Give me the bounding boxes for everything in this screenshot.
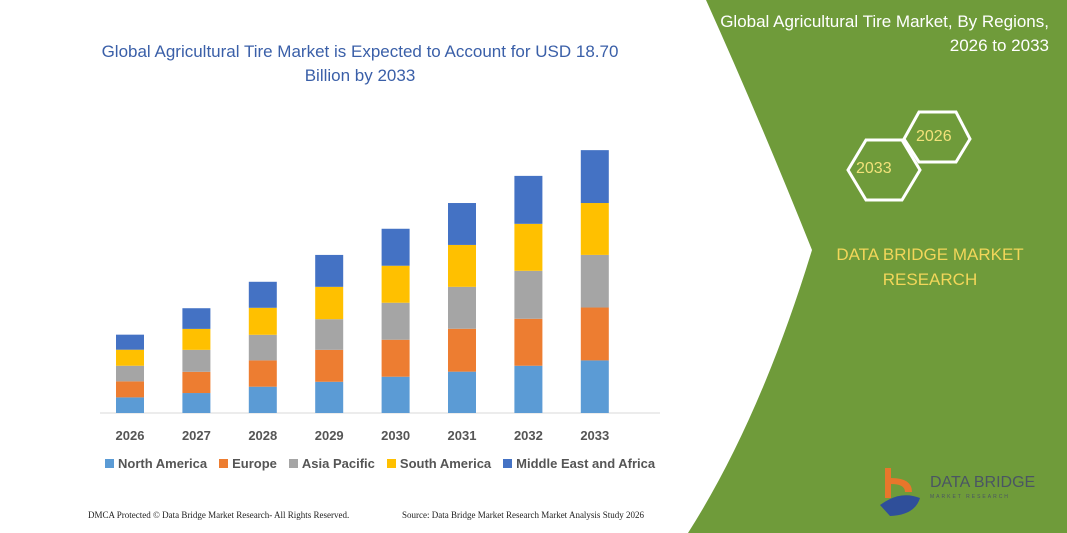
bar-segment-south-america-2028 [248, 307, 277, 335]
bar-segment-middle-east-and-africa-2031 [448, 203, 476, 245]
x-tick-label: 2032 [514, 428, 543, 443]
brand-text: DATA BRIDGE MARKET RESEARCH [836, 245, 1024, 289]
bar-segment-middle-east-and-africa-2028 [248, 281, 277, 308]
legend-item: Europe [219, 456, 277, 471]
bar-segment-middle-east-and-africa-2027 [182, 308, 211, 329]
bar-segment-north-america-2031 [448, 371, 476, 413]
x-tick-label: 2026 [116, 428, 145, 443]
bar-segment-asia-pacific-2026 [116, 365, 144, 382]
bar-segment-north-america-2028 [248, 386, 277, 413]
legend: North America Europe Asia Pacific South … [105, 456, 655, 471]
bar-segment-europe-2027 [182, 371, 211, 394]
x-tick-label: 2031 [448, 428, 477, 443]
bar-segment-south-america-2030 [381, 265, 410, 303]
legend-label: Asia Pacific [301, 456, 375, 471]
legend-label: South America [399, 456, 492, 471]
panel-title: Global Agricultural Tire Market, By Regi… [720, 12, 1049, 55]
green-panel [688, 0, 1067, 533]
bar-segment-middle-east-and-africa-2033 [580, 150, 609, 204]
hexagon-2026 [902, 110, 972, 164]
bar-segment-north-america-2029 [315, 381, 344, 413]
bar-segment-asia-pacific-2028 [248, 334, 277, 361]
x-tick-label: 2027 [182, 428, 211, 443]
bar-segment-europe-2029 [315, 349, 344, 382]
bar-segment-south-america-2026 [116, 349, 144, 366]
bar-segment-north-america-2032 [514, 365, 543, 413]
bar-segment-south-america-2033 [580, 203, 609, 255]
logo-subtext: MARKET RESEARCH [930, 494, 1010, 500]
logo-text: DATA BRIDGE [930, 474, 1036, 491]
footer-copyright: DMCA Protected © Data Bridge Market Rese… [88, 510, 350, 520]
hex-label-2033: 2033 [856, 160, 892, 177]
legend-swatch [219, 459, 229, 468]
bar-segment-asia-pacific-2030 [381, 302, 410, 340]
bar-segment-europe-2032 [514, 318, 543, 366]
bar-segment-europe-2026 [116, 381, 144, 398]
legend-item: Middle East and Africa [503, 456, 655, 471]
legend-label: Europe [232, 456, 277, 471]
bars [116, 150, 609, 413]
bar-segment-europe-2033 [580, 307, 609, 361]
bar-segment-north-america-2030 [381, 376, 410, 413]
bar-segment-middle-east-and-africa-2026 [116, 334, 144, 350]
bar-segment-south-america-2032 [514, 223, 543, 271]
x-tick-label: 2033 [580, 428, 609, 443]
bar-segment-south-america-2029 [315, 286, 344, 320]
legend-label: Middle East and Africa [516, 456, 656, 471]
hex-label-2026: 2026 [916, 128, 952, 145]
hexagon-2033 [846, 138, 922, 202]
legend-swatch [288, 459, 298, 468]
bar-segment-middle-east-and-africa-2029 [315, 254, 344, 287]
legend-swatch [386, 459, 396, 468]
logo-icon [880, 468, 920, 516]
legend-label: North America [118, 456, 208, 471]
bar-segment-europe-2030 [381, 339, 410, 377]
bar-segment-south-america-2031 [448, 244, 476, 287]
bar-segment-asia-pacific-2032 [514, 270, 543, 319]
bar-segment-north-america-2033 [580, 360, 609, 413]
bar-segment-middle-east-and-africa-2032 [514, 175, 543, 224]
bar-segment-asia-pacific-2033 [580, 254, 609, 308]
legend-swatch [503, 459, 513, 468]
legend-item: North America [105, 456, 207, 471]
legend-item: South America [386, 456, 492, 471]
bar-segment-asia-pacific-2031 [448, 286, 476, 329]
x-tick-label: 2030 [381, 428, 410, 443]
bar-segment-middle-east-and-africa-2030 [381, 228, 410, 266]
bar-segment-north-america-2026 [116, 397, 144, 413]
bar-segment-south-america-2027 [182, 328, 211, 350]
x-ticks: 2026 2027 2028 2029 2030 2031 2032 2033 [116, 428, 610, 443]
bar-segment-europe-2031 [448, 328, 476, 372]
x-tick-label: 2028 [248, 428, 277, 443]
bar-segment-north-america-2027 [182, 393, 211, 413]
legend-item: Asia Pacific [288, 456, 375, 471]
chart-title: Global Agricultural Tire Market is Expec… [101, 42, 619, 85]
bar-segment-asia-pacific-2029 [315, 319, 344, 350]
x-tick-label: 2029 [315, 428, 344, 443]
bar-segment-asia-pacific-2027 [182, 349, 211, 372]
bar-segment-europe-2028 [248, 360, 277, 387]
footer-source: Source: Data Bridge Market Research Mark… [402, 510, 644, 520]
legend-swatch [105, 459, 114, 468]
